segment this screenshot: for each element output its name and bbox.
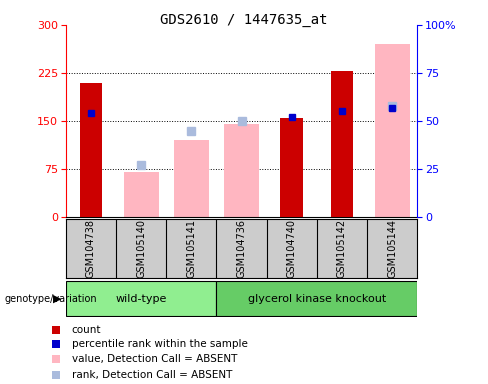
Bar — [174, 140, 209, 217]
Text: genotype/variation: genotype/variation — [5, 293, 98, 304]
Text: count: count — [72, 325, 101, 335]
Bar — [281, 118, 303, 217]
Bar — [331, 71, 353, 217]
Text: rank, Detection Call = ABSENT: rank, Detection Call = ABSENT — [72, 370, 232, 380]
Text: wild-type: wild-type — [116, 293, 167, 304]
Text: percentile rank within the sample: percentile rank within the sample — [72, 339, 247, 349]
Text: glycerol kinase knockout: glycerol kinase knockout — [248, 293, 386, 304]
FancyBboxPatch shape — [217, 281, 417, 316]
Bar — [224, 124, 259, 217]
FancyBboxPatch shape — [66, 281, 217, 316]
Bar — [123, 172, 159, 217]
Text: value, Detection Call = ABSENT: value, Detection Call = ABSENT — [72, 354, 237, 364]
Bar — [375, 44, 410, 217]
Text: GSM105140: GSM105140 — [136, 219, 146, 278]
Text: GSM105141: GSM105141 — [186, 219, 196, 278]
Text: GSM105142: GSM105142 — [337, 219, 347, 278]
Bar — [80, 83, 102, 217]
Text: GSM104736: GSM104736 — [237, 219, 246, 278]
Text: GSM105144: GSM105144 — [387, 219, 397, 278]
Text: GSM104740: GSM104740 — [287, 219, 297, 278]
Text: ▶: ▶ — [53, 293, 61, 304]
Text: GDS2610 / 1447635_at: GDS2610 / 1447635_at — [160, 13, 328, 27]
Text: GSM104738: GSM104738 — [86, 219, 96, 278]
